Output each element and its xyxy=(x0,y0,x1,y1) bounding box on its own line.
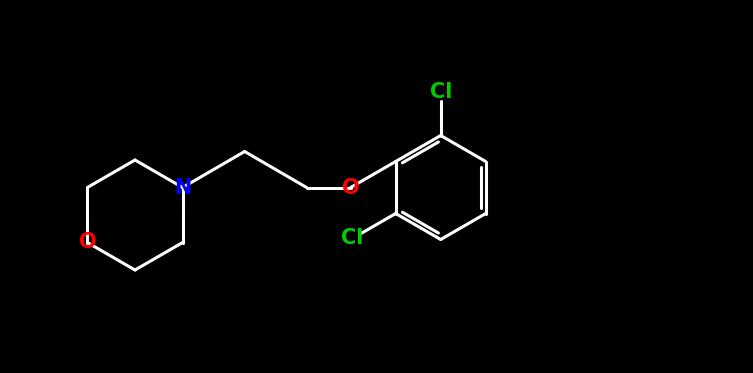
Text: Cl: Cl xyxy=(429,82,452,103)
Text: O: O xyxy=(342,178,359,197)
Text: N: N xyxy=(174,178,191,197)
Text: Cl: Cl xyxy=(341,229,364,248)
Text: O: O xyxy=(78,232,96,253)
